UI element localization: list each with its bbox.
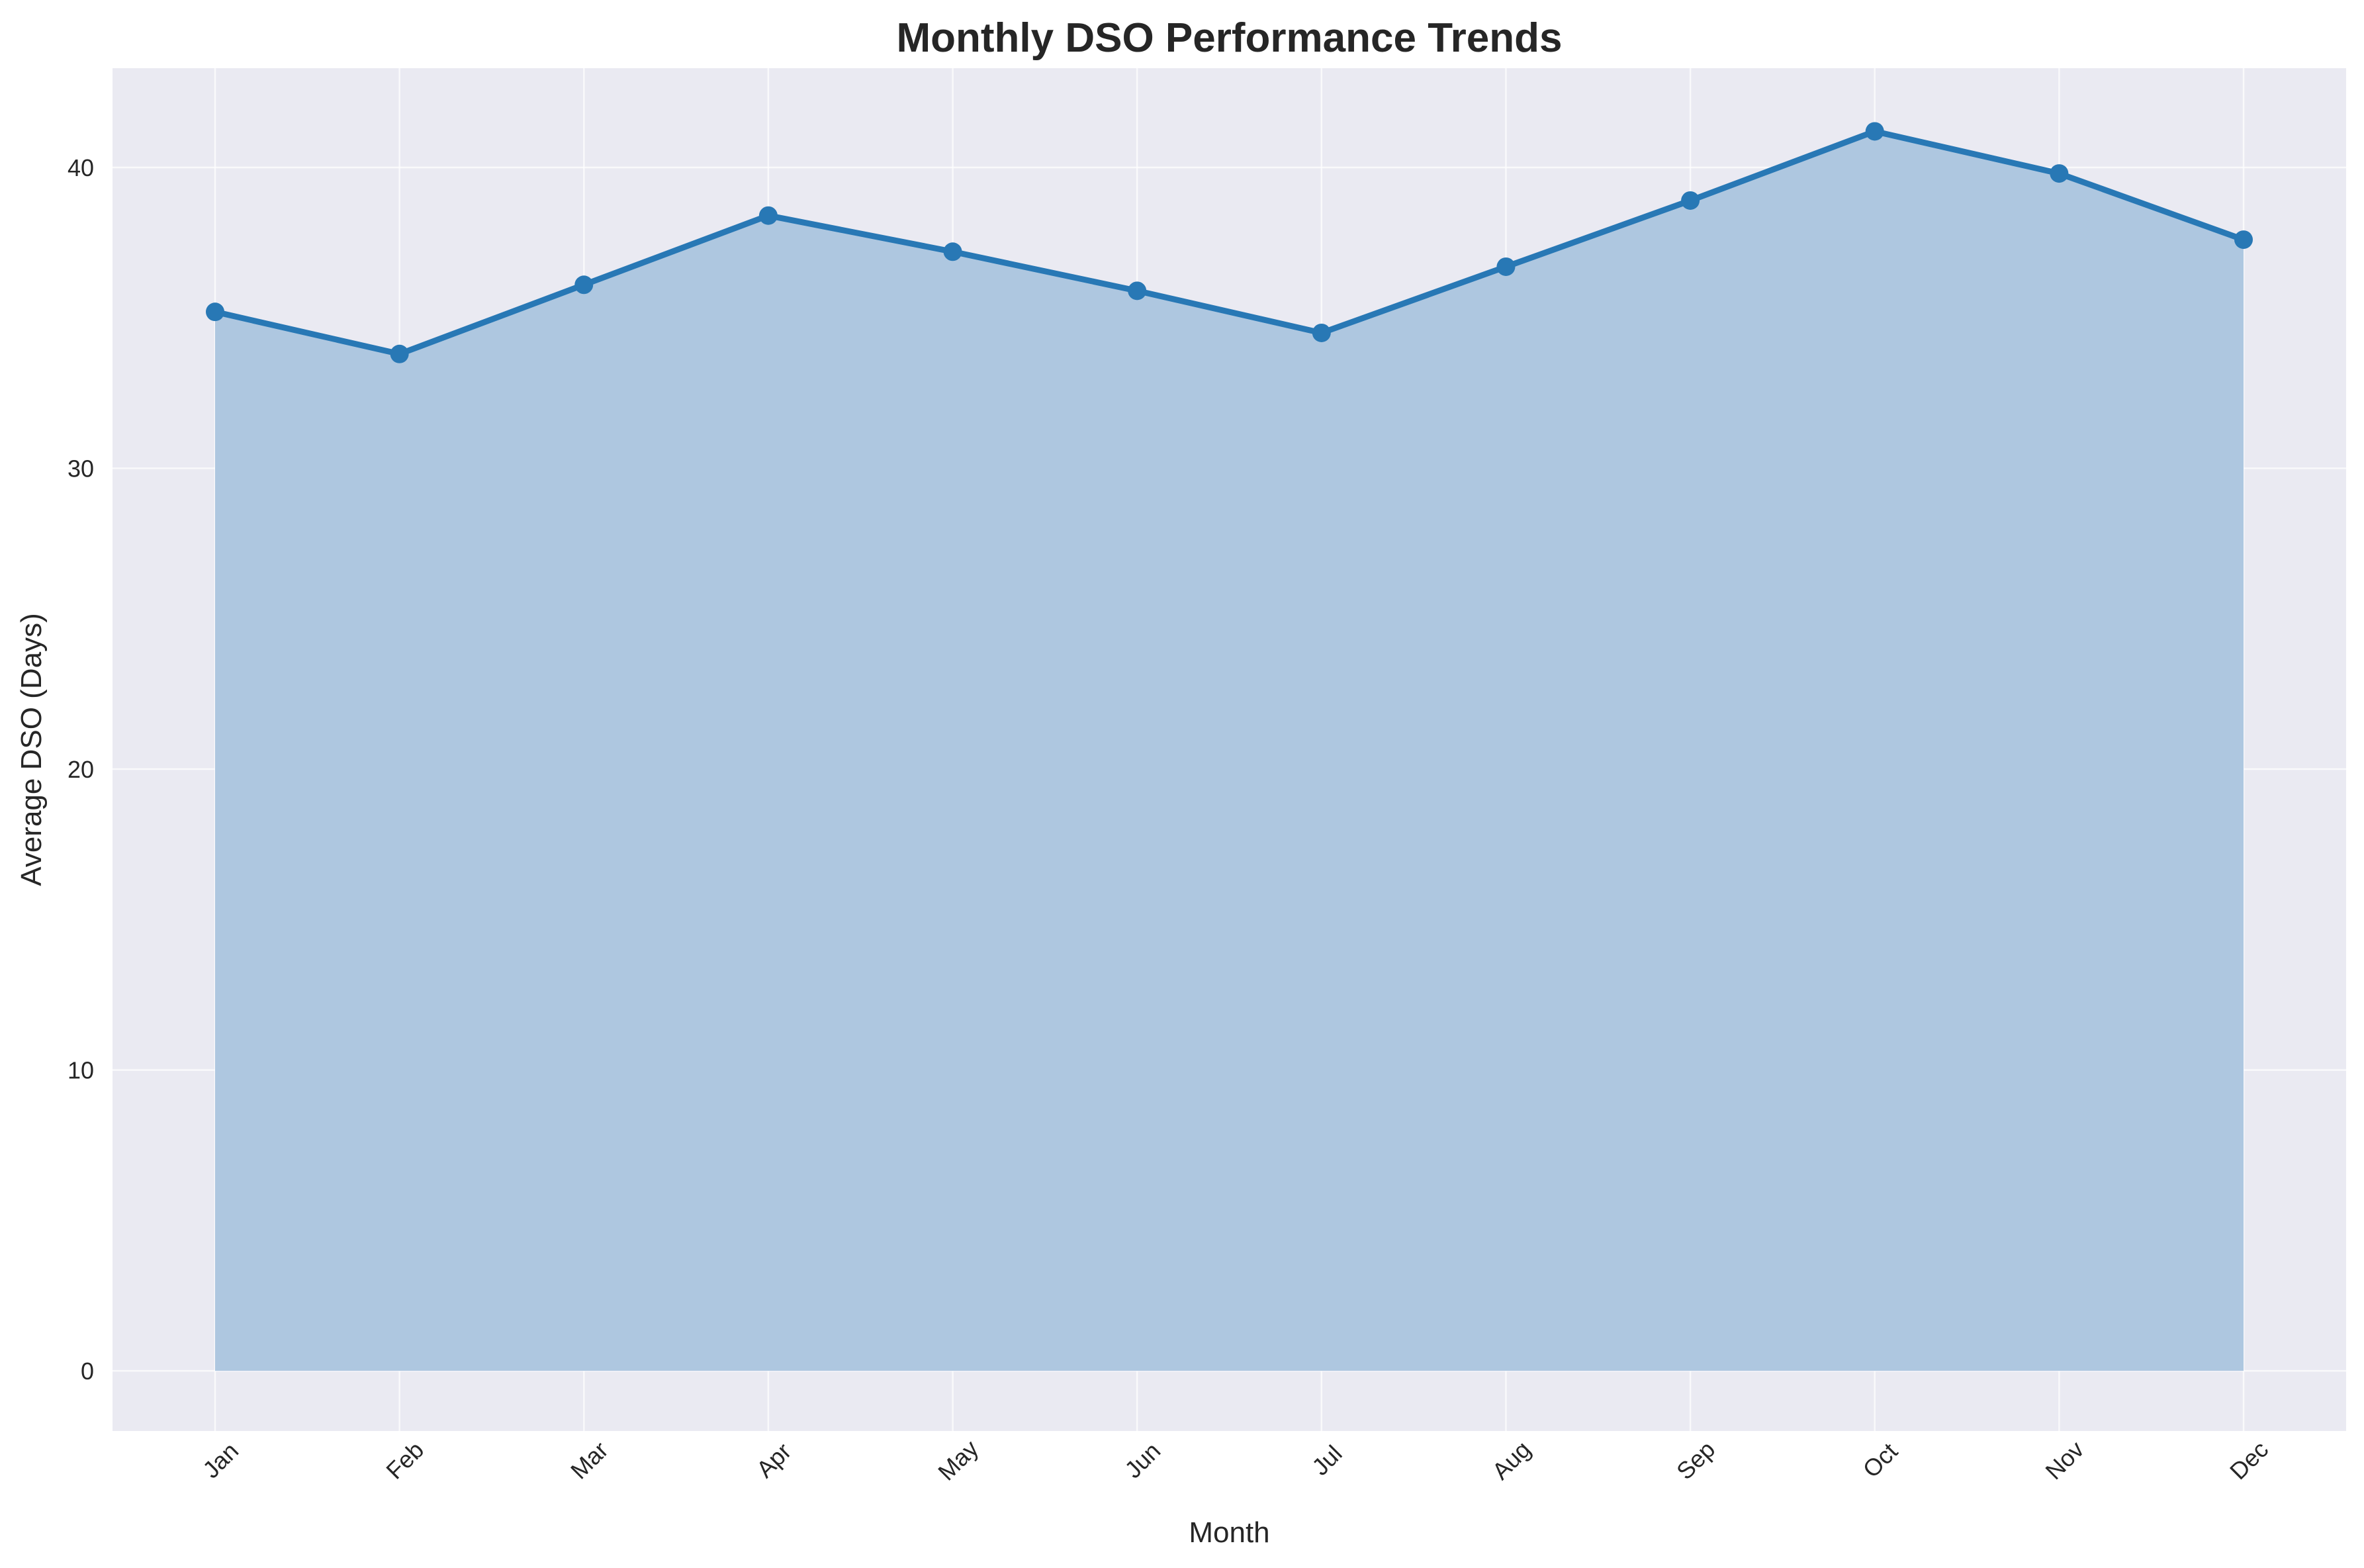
data-point-aug	[1496, 257, 1516, 276]
x-tick-label-may: May	[932, 1435, 983, 1486]
y-tick-label: 30	[68, 455, 94, 483]
data-point-sep	[1681, 191, 1700, 210]
y-tick-label: 0	[81, 1358, 94, 1385]
series-area-fill	[215, 131, 2244, 1371]
series-line	[212, 128, 2247, 357]
x-tick-label-dec: Dec	[2224, 1436, 2273, 1485]
data-point-nov	[2050, 164, 2069, 183]
data-point-jun	[1128, 281, 1147, 300]
data-point-jul	[1312, 323, 1331, 342]
data-point-may	[943, 242, 962, 261]
x-tick-label-jul: Jul	[1306, 1440, 1347, 1481]
y-tick-label: 10	[68, 1057, 94, 1084]
x-tick-label-jun: Jun	[1119, 1437, 1165, 1483]
data-point-mar	[574, 275, 594, 295]
chart-title: Monthly DSO Performance Trends	[897, 15, 1563, 61]
x-tick-label-oct: Oct	[1858, 1438, 1903, 1483]
y-axis-ticks: 0 10 20 30 40	[68, 154, 94, 1385]
data-point-apr	[758, 206, 778, 225]
x-tick-label-feb: Feb	[381, 1436, 429, 1485]
x-axis-ticks: Jan Feb Mar Apr May Jun Jul Aug Sep Oct Nov Dec	[197, 1435, 2273, 1486]
x-axis-label: Month	[1189, 1516, 1269, 1549]
data-points	[206, 122, 2253, 363]
x-tick-label-aug: Aug	[1486, 1436, 1535, 1485]
x-tick-label-mar: Mar	[565, 1436, 614, 1485]
y-tick-label: 20	[68, 756, 94, 783]
y-tick-label: 40	[68, 154, 94, 181]
data-point-dec	[2234, 230, 2253, 250]
x-tick-label-jan: Jan	[197, 1437, 244, 1483]
area-fill-layer	[215, 131, 2244, 1371]
x-tick-label-apr: Apr	[751, 1438, 797, 1483]
data-point-feb	[390, 344, 409, 363]
x-tick-label-nov: Nov	[2040, 1436, 2089, 1485]
data-point-oct	[1865, 122, 1884, 141]
y-axis-label: Average DSO (Days)	[15, 613, 48, 886]
x-tick-label-sep: Sep	[1671, 1436, 1720, 1485]
data-point-jan	[206, 302, 224, 322]
series-line-layer	[212, 128, 2247, 357]
